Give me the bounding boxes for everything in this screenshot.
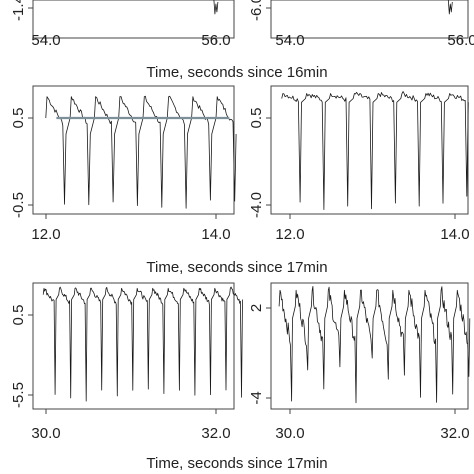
y-tick-label: 2	[248, 304, 265, 312]
y-tick-label: 0.5	[10, 108, 27, 129]
x-tick-label: 30.0	[275, 425, 304, 442]
y-tick-label: -1.4	[10, 0, 27, 21]
y-tick-label: -0.5	[10, 192, 27, 218]
plot-frame	[32, 282, 235, 410]
ecg-trace	[447, 0, 453, 15]
plot-frame	[270, 282, 469, 410]
x-tick-label: 54.0	[31, 32, 60, 49]
x-tick-label: 14.0	[201, 226, 230, 243]
x-tick-label: 12.0	[31, 226, 60, 243]
plot-frame	[270, 85, 469, 215]
x-tick-label: 12.0	[275, 226, 304, 243]
panel-row3-left: 30.0 32.0 0.5 -5.5	[10, 282, 243, 442]
ecg-trace	[45, 95, 237, 209]
plot-frame	[32, 0, 235, 39]
y-tick-label: -6.0	[248, 0, 265, 21]
y-tick-label: 0.5	[10, 305, 27, 326]
x-tick-label: 30.0	[31, 425, 60, 442]
y-tick-label: -4.0	[248, 192, 265, 218]
caption-row3: Time, seconds since 17min	[146, 455, 327, 472]
ecg-trace	[281, 91, 469, 210]
x-tick-label: 14.0	[440, 226, 469, 243]
x-tick-label: 32.0	[201, 425, 230, 442]
caption-row2: Time, seconds since 17min	[146, 259, 327, 276]
panel-row1-left: 54.0 56.0 -1.4	[10, 0, 235, 49]
x-tick-label: 32.0	[440, 425, 469, 442]
ecg-trace	[42, 286, 243, 402]
y-tick-label: -4	[248, 391, 265, 404]
panel-row2-right: 12.0 14.0 0.5 -4.0	[248, 85, 470, 243]
y-tick-label: 0.5	[248, 108, 265, 129]
plot-frame	[270, 0, 469, 39]
ecg-trace	[213, 0, 219, 15]
x-tick-label: 56.0	[447, 32, 474, 49]
x-tick-label: 54.0	[275, 32, 304, 49]
x-tick-label: 56.0	[201, 32, 230, 49]
panel-row1-right: 54.0 56.0 -6.0	[248, 0, 474, 49]
y-tick-label: -5.5	[10, 382, 27, 408]
panel-row3-right: 30.0 32.0 2 -4	[248, 282, 471, 442]
panel-row2-left: 12.0 14.0 0.5 -0.5	[10, 85, 237, 243]
caption-row1: Time, seconds since 16min	[146, 64, 327, 81]
ecg-trace	[278, 286, 471, 404]
